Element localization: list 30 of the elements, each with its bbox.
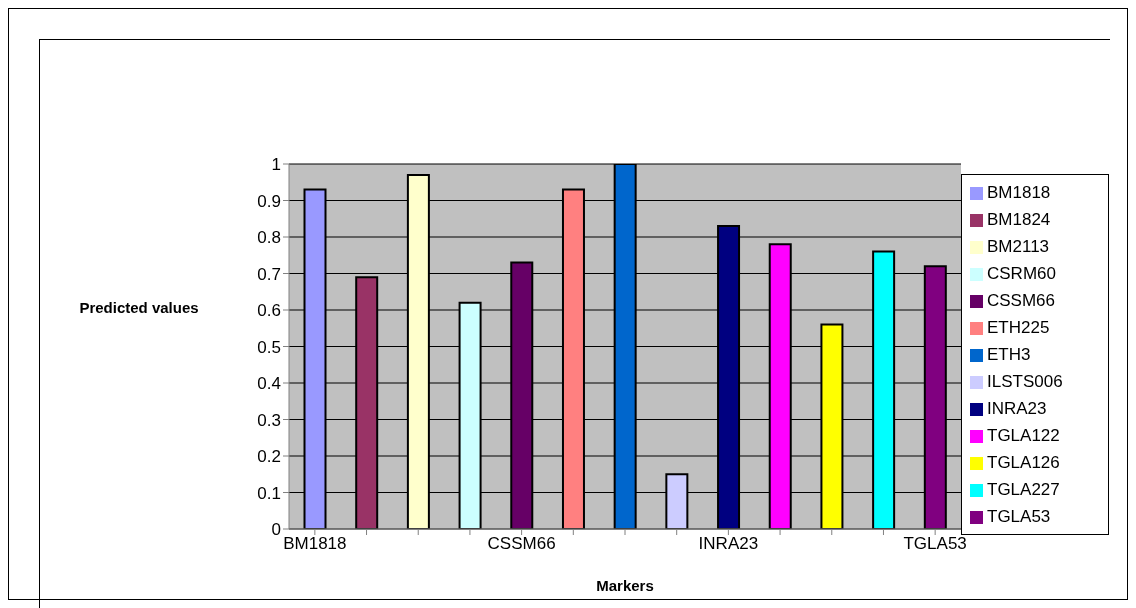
- legend-label: BM1818: [987, 182, 1051, 202]
- legend-label: BM1824: [987, 209, 1051, 229]
- y-tick-label: 0.3: [257, 410, 281, 430]
- y-tick-label: 0.8: [257, 228, 281, 248]
- legend-label: TGLA126: [987, 452, 1060, 472]
- y-tick-label: 0.2: [257, 447, 281, 467]
- legend-label: TGLA53: [987, 506, 1051, 526]
- legend-label: INRA23: [987, 398, 1047, 418]
- legend-label: TGLA227: [987, 479, 1060, 499]
- legend-label: TGLA122: [987, 425, 1060, 445]
- y-tick-label: 0.9: [257, 191, 281, 211]
- legend-label: BM2113: [987, 236, 1050, 256]
- y-axis-title: Predicted values: [78, 299, 200, 316]
- x-tick-label: INRA23: [698, 534, 759, 554]
- y-tick-label: 0.4: [257, 374, 281, 394]
- x-tick-label: BM1818: [283, 534, 347, 554]
- y-tick-label: 1: [271, 155, 281, 175]
- legend-label: ETH3: [987, 344, 1031, 364]
- y-tick-label: 0.7: [257, 264, 281, 284]
- legend-label: CSSM66: [987, 290, 1056, 310]
- y-tick-label: 0.6: [257, 301, 281, 321]
- x-tick-label: TGLA53: [903, 534, 967, 554]
- x-tick-label: CSSM66: [487, 534, 556, 554]
- x-axis-title: Markers: [596, 577, 654, 594]
- y-tick-label: 0.1: [257, 483, 281, 503]
- legend-label: ETH225: [987, 317, 1050, 337]
- y-tick-label: 0: [271, 520, 281, 540]
- legend-label: CSRM60: [987, 263, 1056, 283]
- y-tick-label: 0.5: [257, 337, 281, 357]
- legend-label: ILSTS006: [987, 371, 1063, 391]
